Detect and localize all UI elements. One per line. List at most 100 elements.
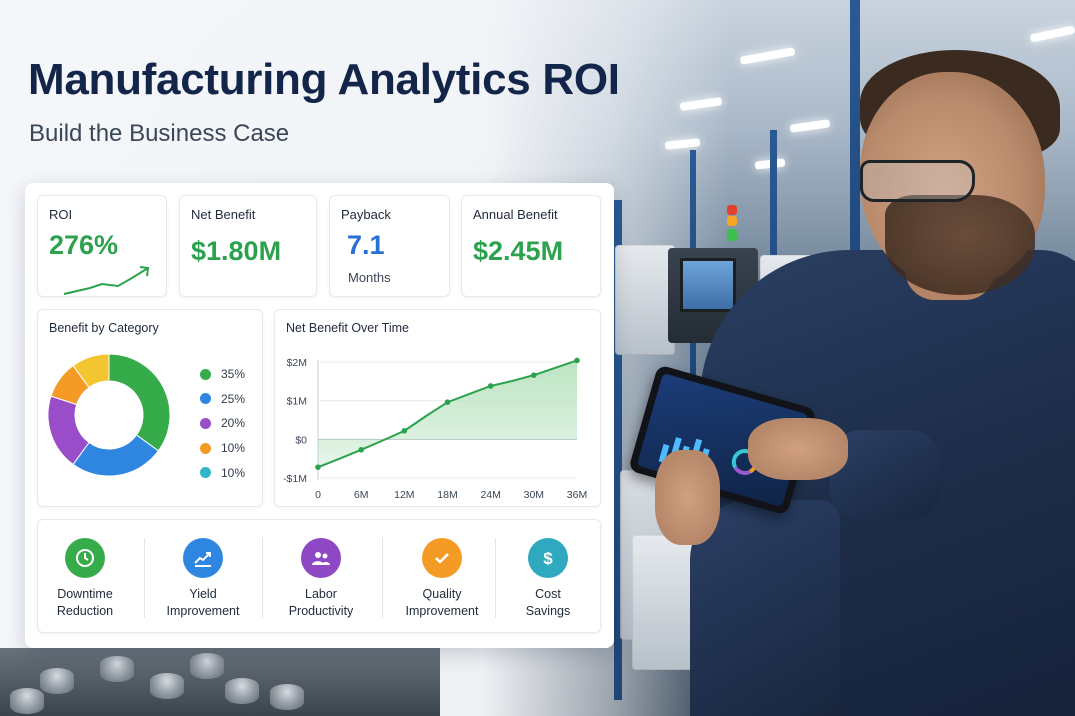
kpi-value: 276% (49, 230, 119, 260)
donut-slice (108, 354, 171, 452)
data-point (401, 428, 408, 434)
legend-swatch (200, 442, 211, 454)
x-tick-label: 6M (354, 489, 369, 501)
legend-value: 25% (221, 391, 246, 406)
benefit-driver-item: Downtime Reduction (30, 520, 140, 634)
benefit-driver-label: Downtime Reduction (30, 586, 140, 620)
label-line: Improvement (166, 604, 240, 618)
data-point (487, 383, 494, 389)
trend-up-icon (63, 266, 150, 295)
x-tick-label: 18M (437, 489, 457, 501)
x-tick-label: 12M (394, 489, 414, 501)
metal-part (100, 656, 134, 682)
label-line: Downtime (57, 587, 113, 601)
net-benefit-over-time-card: Net Benefit Over Time $2M $1M $0 -$1M 0 6M 12M… (274, 309, 601, 507)
people-icon (301, 538, 341, 578)
divider (495, 538, 496, 618)
benefit-driver-item: Labor Productivity (266, 520, 376, 634)
label-line: Cost (535, 587, 561, 601)
benefit-driver-label: Cost Savings (493, 586, 603, 620)
legend-item: 20% (200, 411, 245, 436)
benefit-drivers-card: Downtime Reduction Yield Improvement Labor Pr… (37, 519, 601, 633)
label-line: Productivity (288, 604, 354, 618)
label-line: Reduction (56, 604, 114, 618)
svg-text:$: $ (543, 549, 553, 568)
kpi-card-net-benefit: Net Benefit $1.80M (179, 195, 317, 297)
legend-swatch (200, 368, 211, 380)
metal-part (40, 668, 74, 694)
kpi-card-annual-benefit: Annual Benefit $2.45M (461, 195, 601, 297)
page-title: Manufacturing Analytics ROI (28, 55, 620, 104)
legend-item: 10% (200, 436, 245, 461)
data-point (574, 357, 580, 364)
kpi-value: $1.80M (191, 236, 282, 266)
label-line: Quality (422, 587, 462, 601)
trend-chart-icon (183, 538, 223, 578)
kpi-label: Net Benefit (191, 207, 256, 222)
safety-glasses (860, 160, 975, 202)
kpi-label: Annual Benefit (473, 207, 558, 222)
signal-light-amber (727, 216, 737, 226)
kpi-card-roi: ROI 276% (37, 195, 167, 297)
worker-sleeve (830, 430, 940, 520)
area-fill (318, 360, 577, 468)
clock-icon (65, 538, 105, 578)
page-subtitle: Build the Business Case (29, 120, 290, 147)
y-tick-label: -$1M (283, 473, 307, 485)
x-tick-label: 24M (480, 489, 500, 501)
benefit-driver-item: Yield Improvement (148, 520, 258, 634)
worker-right-hand (748, 418, 848, 480)
metal-part (190, 653, 224, 679)
kpi-value: 7.1 (347, 230, 385, 260)
y-tick-label: $2M (287, 357, 307, 369)
metal-part (10, 688, 44, 714)
legend-item: 25% (200, 387, 245, 412)
divider (262, 538, 263, 618)
legend-value: 35% (221, 367, 246, 382)
data-point (531, 372, 537, 378)
card-title: Benefit by Category (49, 321, 159, 335)
metal-part (225, 678, 259, 704)
benefit-driver-item: $ Cost Savings (493, 520, 603, 634)
roi-dashboard: ROI 276% Net Benefit $1.80M Payback 7.1 … (25, 183, 614, 648)
label-line: Yield (189, 587, 217, 601)
benefit-driver-label: Labor Productivity (266, 586, 376, 620)
data-point (444, 399, 451, 406)
legend-swatch (200, 467, 211, 479)
donut-slice (72, 354, 110, 389)
y-tick-label: $1M (287, 396, 307, 408)
benefit-driver-label: Yield Improvement (148, 586, 258, 620)
worker-left-hand (655, 450, 720, 545)
legend-swatch (200, 417, 211, 429)
metal-part (150, 673, 184, 699)
legend-swatch (200, 393, 211, 405)
divider (381, 538, 383, 618)
x-tick-label: 30M (524, 489, 544, 501)
x-tick-label: 0 (315, 489, 321, 501)
control-screen (680, 258, 736, 312)
metal-parts-tray (0, 648, 440, 716)
kpi-unit: Months (348, 270, 391, 285)
label-line: Labor (305, 587, 337, 601)
worker-sleeve (690, 500, 840, 716)
machine-housing (615, 245, 675, 355)
kpi-label: ROI (49, 207, 73, 222)
steel-column (850, 0, 860, 320)
legend-value: 10% (221, 441, 246, 456)
data-point (315, 464, 321, 470)
net-benefit-line-chart: $2M $1M $0 -$1M 0 6M 12M 18M 24M 30M 36M (283, 357, 587, 501)
card-title: Net Benefit Over Time (286, 321, 409, 335)
dollar-icon: $ (528, 538, 568, 578)
benefit-driver-item: Quality Improvement (387, 520, 497, 634)
kpi-value: $2.45M (473, 236, 564, 266)
legend-item: 35% (200, 362, 245, 387)
y-tick-label: $0 (295, 434, 307, 446)
label-line: Improvement (405, 604, 479, 618)
checkmark-icon (422, 538, 462, 578)
data-point (358, 446, 364, 453)
donut-legend: 35% 25% 20% 10% 10% (200, 362, 245, 485)
kpi-label: Payback (341, 207, 391, 222)
label-line: Savings (525, 604, 571, 618)
legend-item: 10% (200, 460, 245, 485)
x-tick-label: 36M (567, 489, 587, 501)
